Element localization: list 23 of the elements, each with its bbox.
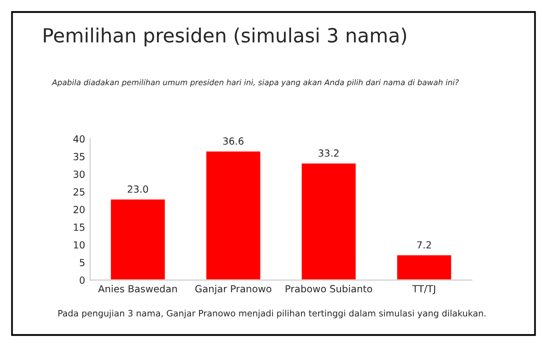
- x-tick-label: Anies Baswedan: [98, 284, 177, 292]
- y-tick-label: 35: [74, 152, 84, 160]
- data-label: 23.0: [128, 185, 148, 193]
- data-label: 33.2: [318, 149, 339, 157]
- data-label: 36.6: [223, 137, 244, 145]
- text: Pada pengujian 3 nama, Ganjar Pranowo menjadi pilihan tertinggi dalam simulasi yang dilakukan.: [58, 310, 486, 318]
- bar: [109, 198, 166, 280]
- y-tick-label: 0: [80, 276, 85, 284]
- y-tick-label: 10: [74, 241, 85, 249]
- bar: [396, 254, 453, 280]
- chart-title: Pemilihan presiden (simulasi 3 nama): [44, 28, 406, 46]
- y-tick-label: 20: [74, 206, 85, 214]
- y-tick-label: 15: [74, 224, 84, 231]
- y-tick-label: 40: [73, 135, 85, 143]
- x-tick-label: Ganjar Pranowo: [195, 284, 272, 294]
- bar: [300, 162, 358, 280]
- x-tick-label: Prabowo Subianto: [286, 284, 372, 292]
- bar: [204, 150, 262, 280]
- y-tick-label: 25: [74, 188, 84, 196]
- data-label: 7.2: [417, 241, 431, 248]
- y-tick-label: 30: [74, 170, 85, 178]
- x-tick-label: TT/TJ: [412, 285, 436, 294]
- y-tick-label: 5: [80, 258, 84, 266]
